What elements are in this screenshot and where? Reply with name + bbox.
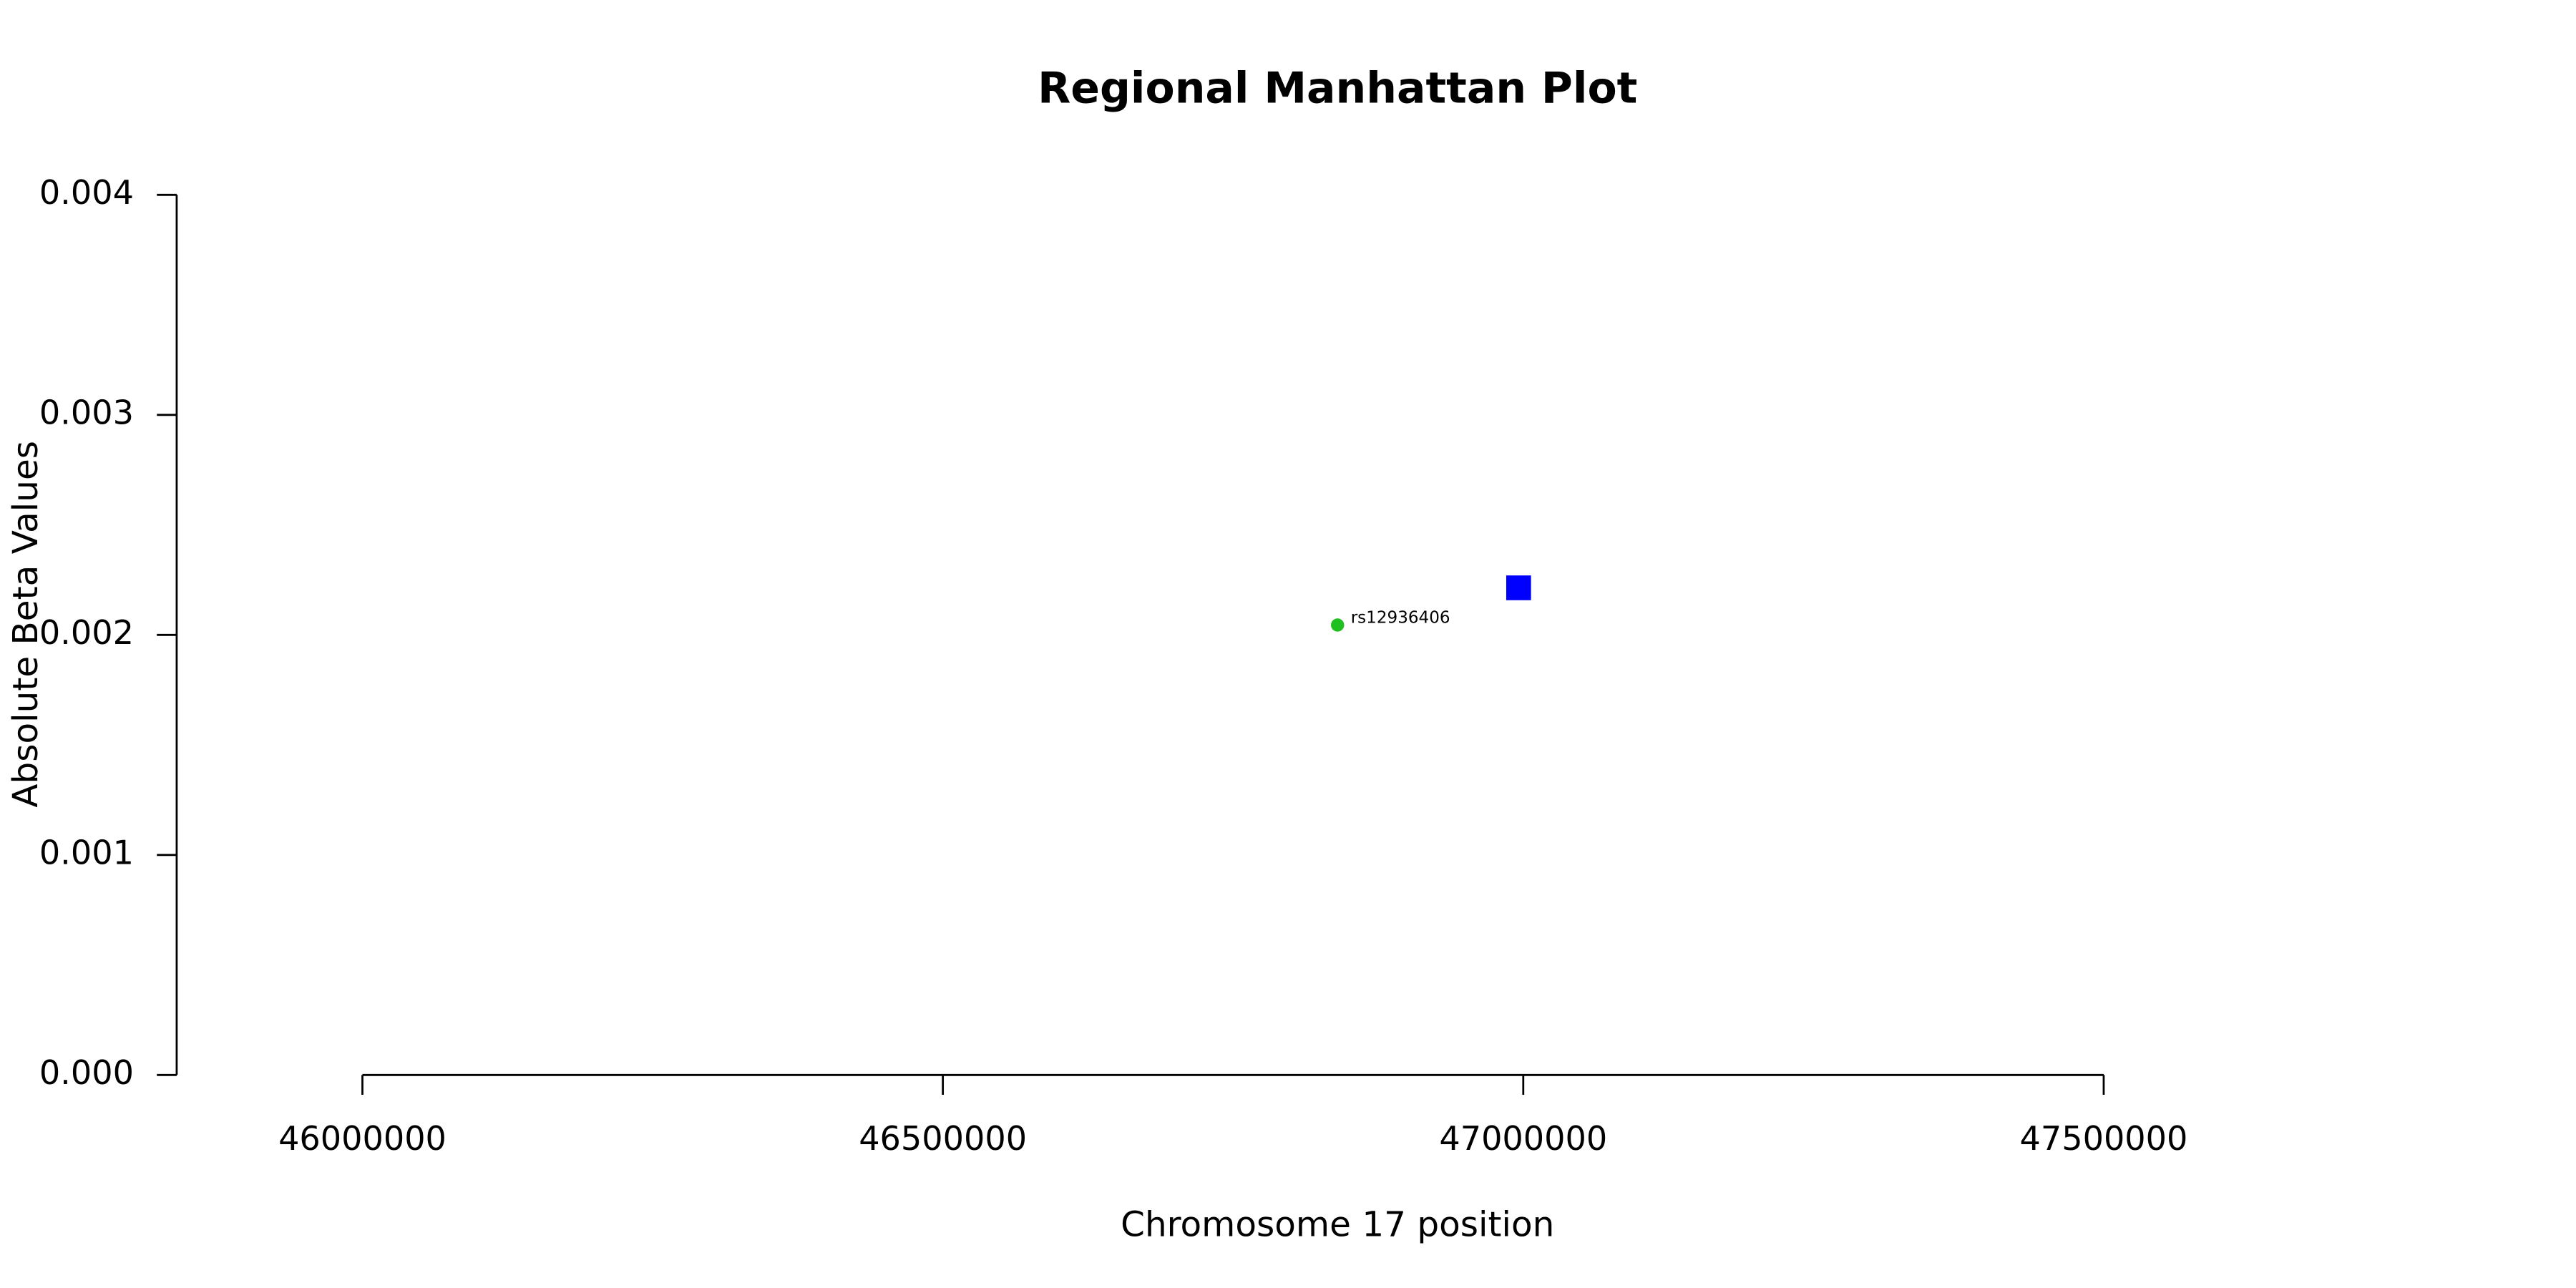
y-tick-label: 0.003 [39,393,134,431]
point-label: rs12936406 [1351,609,1450,628]
point [1331,618,1345,632]
x-tick-label: 46000000 [278,1119,447,1158]
y-tick-label: 0.000 [39,1053,134,1092]
chart-title: Regional Manhattan Plot [1038,64,1637,114]
x-tick-label: 47500000 [2020,1119,2188,1158]
point [1506,575,1531,600]
y-tick-label: 0.001 [39,833,134,872]
y-tick-label: 0.004 [39,173,134,212]
x-tick-label: 47000000 [1439,1119,1607,1158]
y-tick-label: 0.002 [39,613,134,652]
x-axis-label: Chromosome 17 position [1121,1205,1554,1245]
x-tick-label: 46500000 [859,1119,1027,1158]
y-axis-label: Absolute Beta Values [6,441,46,808]
